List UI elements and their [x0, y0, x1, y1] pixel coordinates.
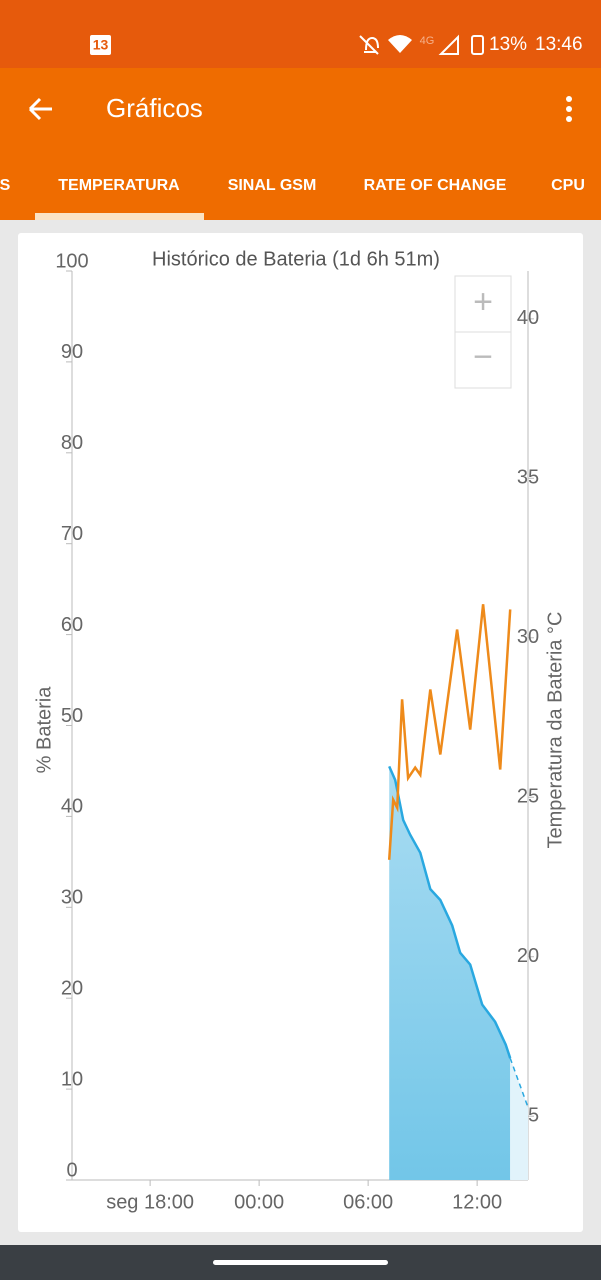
y-tick-label: 50 — [61, 705, 83, 727]
x-tick-label: 00:00 — [234, 1191, 284, 1213]
y2-tick-label: 40 — [517, 307, 539, 329]
line — [388, 765, 512, 1059]
y2-tick-label: 35 — [517, 467, 539, 489]
y-axis-label: % Bateria — [33, 686, 55, 774]
y-tick-label: 40 — [61, 796, 83, 818]
home-indicator[interactable] — [213, 1260, 388, 1265]
area — [389, 766, 511, 1180]
y-tick-label: 90 — [61, 341, 83, 363]
area — [510, 1058, 528, 1180]
notification-icon — [90, 35, 111, 55]
y-tick-label: 60 — [61, 614, 83, 636]
menu-button[interactable] — [566, 96, 572, 122]
y-tick-label: 100 — [55, 250, 88, 272]
x-tick-label: 12:00 — [452, 1191, 502, 1213]
chart-title: Histórico de Bateria (1d 6h 51m) — [152, 248, 440, 270]
tab[interactable]: CPU — [551, 177, 585, 194]
signal-icon — [438, 34, 459, 55]
tab-bar: S TEMPERATURA SINAL GSM RATE OF CHANGE CPU — [0, 177, 585, 220]
y-tick-label: 0 — [66, 1159, 77, 1181]
line — [387, 604, 512, 860]
app-title: Gráficos — [106, 93, 203, 123]
back-button[interactable] — [28, 97, 52, 121]
tab[interactable]: RATE OF CHANGE — [364, 177, 507, 194]
y-tick-label: 20 — [61, 977, 83, 999]
y-tick-label: 80 — [61, 432, 83, 454]
chart: Histórico de Bateria (1d 6h 51m) 0 10 20 30 4… — [33, 248, 566, 1213]
y2-axis-label: Temperatura da Bateria °C — [544, 611, 566, 848]
mute-icon — [359, 35, 379, 55]
y2-tick-label: 25 — [517, 786, 539, 808]
zoom-out[interactable]: − — [473, 338, 493, 376]
wifi-icon — [388, 35, 412, 53]
y-tick-label: 10 — [61, 1068, 83, 1090]
battery-icon — [471, 35, 484, 55]
x-tick-label: seg 18:00 — [106, 1191, 194, 1213]
clock: 13:46 — [535, 34, 583, 55]
status-bar — [0, 0, 601, 68]
app-bar — [0, 68, 601, 220]
tab-indicator — [35, 213, 204, 220]
tab[interactable]: SINAL GSM — [228, 177, 317, 194]
tab[interactable]: TEMPERATURA — [58, 177, 180, 194]
y2-tick-label: 30 — [517, 626, 539, 648]
y-tick-label: 30 — [61, 887, 83, 909]
y-tick-label: 70 — [61, 523, 83, 545]
notification-text: 13 — [93, 37, 109, 53]
y2-tick-label: 20 — [517, 945, 539, 967]
network-type: 4G — [420, 35, 435, 47]
zoom-in[interactable]: + — [473, 283, 493, 321]
x-tick-label: 06:00 — [343, 1191, 393, 1213]
tab[interactable]: S — [0, 177, 11, 194]
battery-level: 13% — [489, 34, 527, 55]
